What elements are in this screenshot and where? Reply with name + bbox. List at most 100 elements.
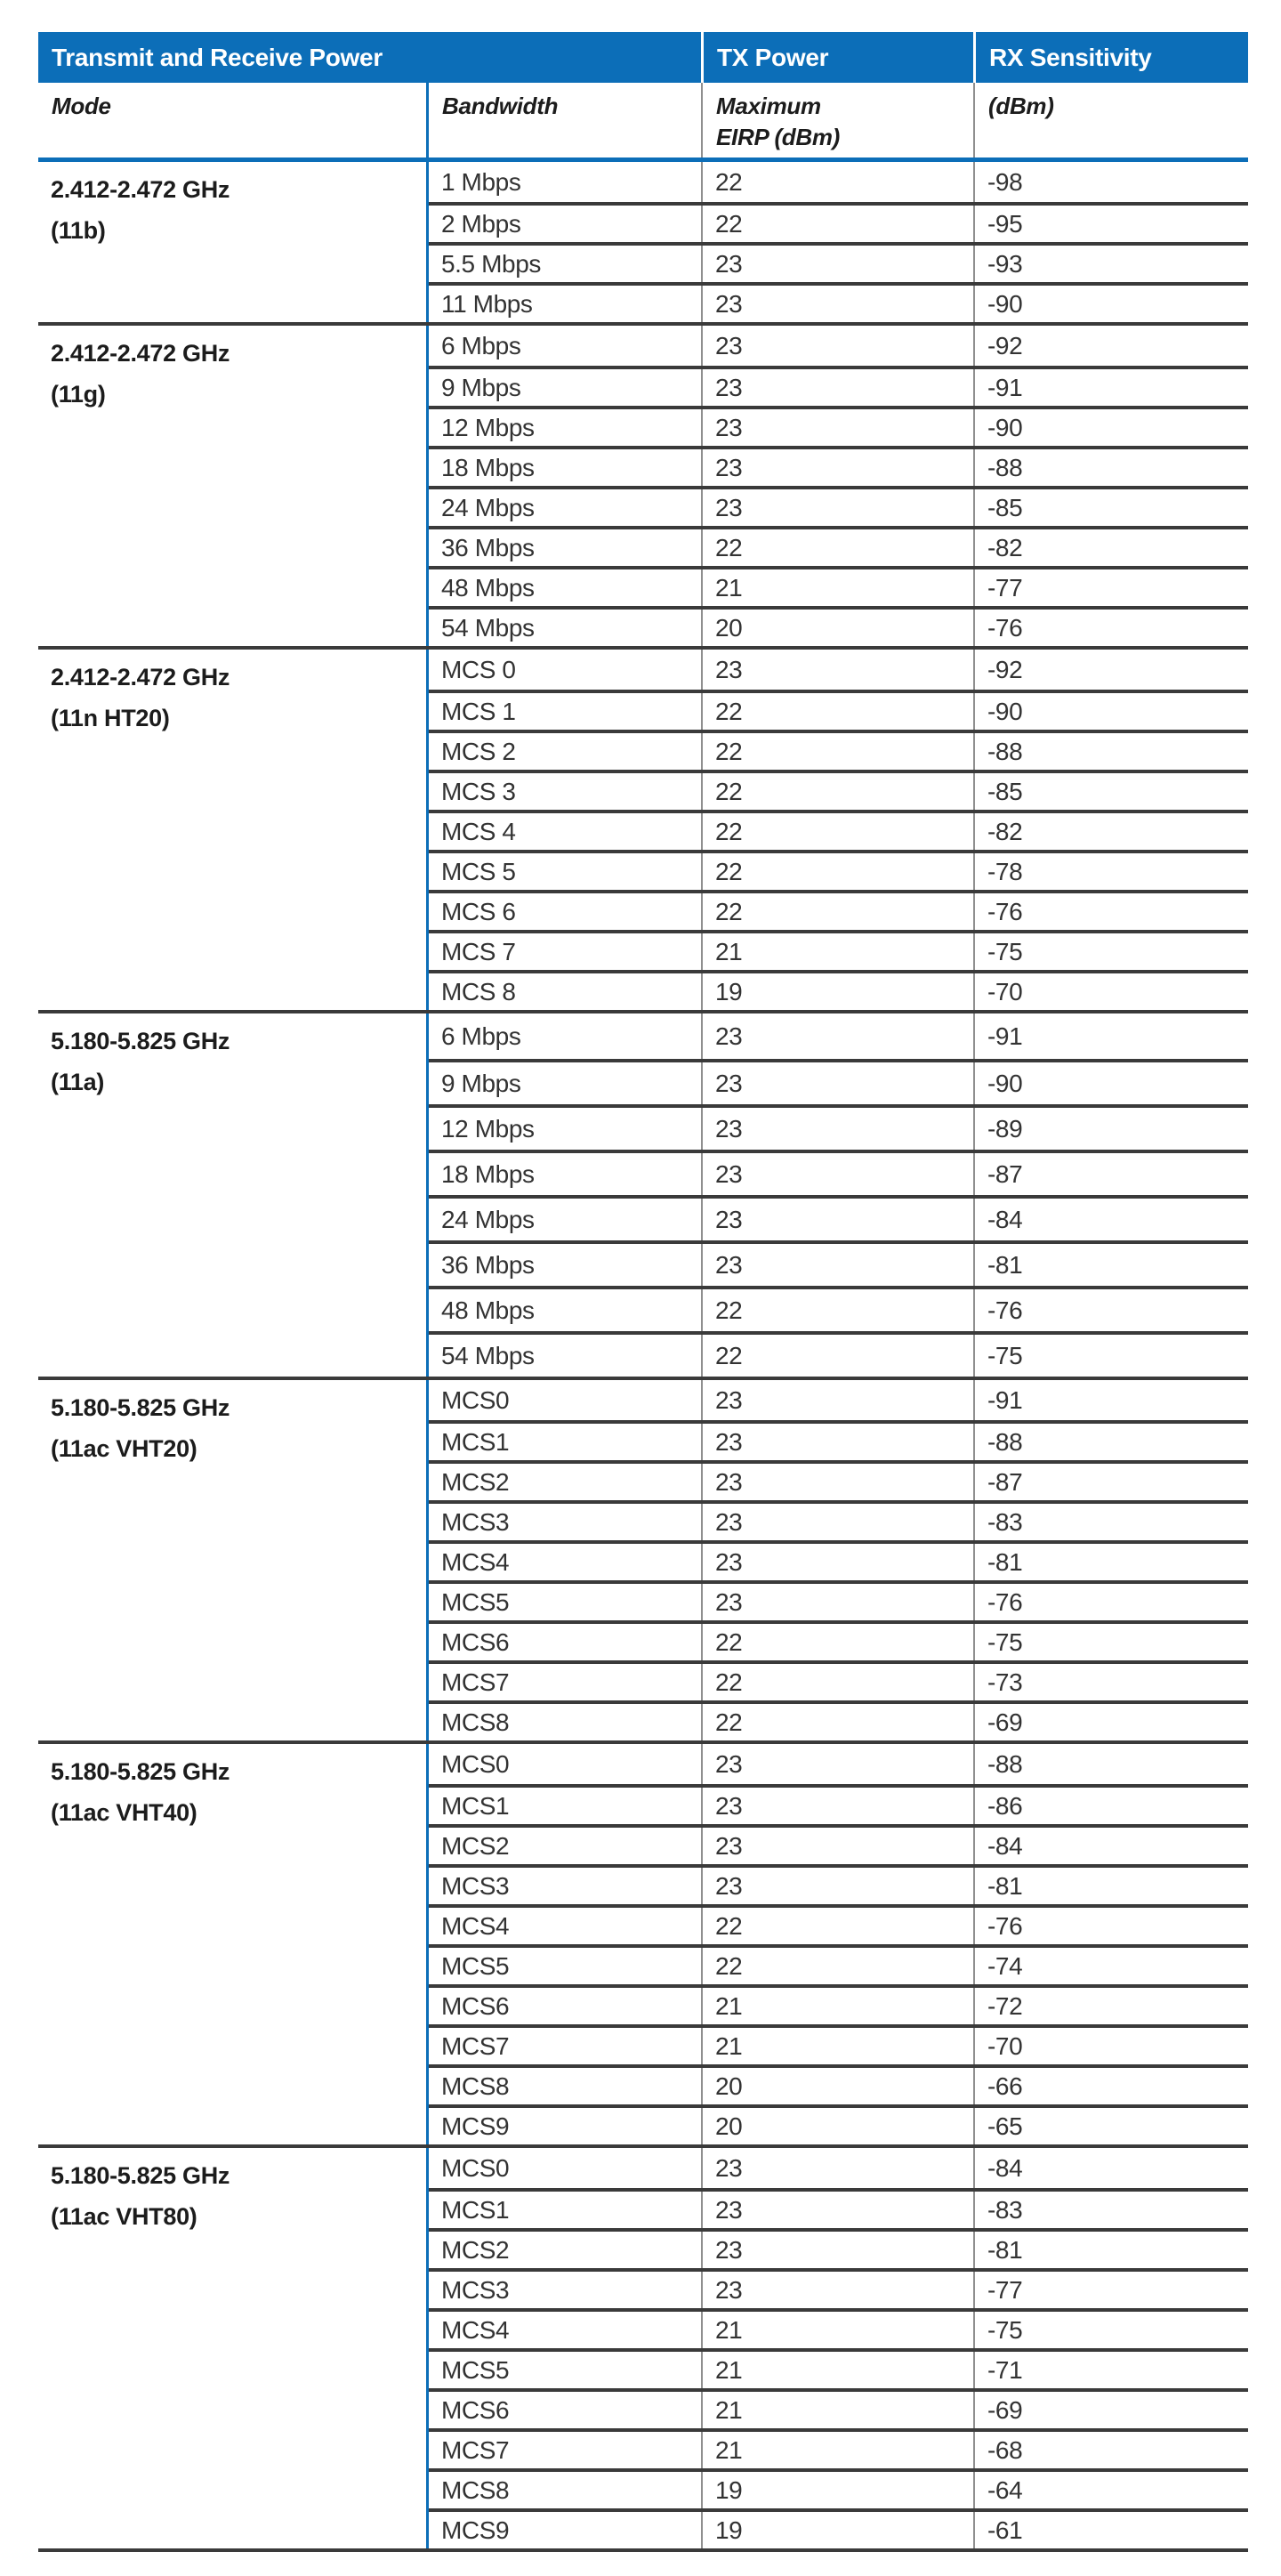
table-row: MCS 4 22 -82: [429, 810, 1248, 850]
tx-power-cell: 19: [701, 2512, 973, 2548]
table-row: MCS 2 22 -88: [429, 730, 1248, 770]
mode-group-4: 5.180-5.825 GHz (11a) 6 Mbps 23 -91 9 Mbps 23-…: [38, 1010, 1248, 1377]
rx-sensitivity-cell: -82: [973, 529, 1248, 566]
mode-frequency: 5.180-5.825 GHz: [51, 1028, 230, 1054]
tx-power-cell: 23: [701, 1380, 973, 1420]
bandwidth-cell: MCS6: [441, 1627, 510, 1656]
table-row: 24 Mbps 23 -85: [429, 486, 1248, 526]
bandwidth-cell: MCS 5: [441, 857, 516, 885]
table-row: MCS6 21 -69: [429, 2388, 1248, 2428]
rx-sensitivity-cell: -90: [973, 409, 1248, 446]
table-row: MCS2 23 -87: [429, 1460, 1248, 1500]
bandwidth-cell: MCS4: [441, 2315, 510, 2344]
rx-sensitivity-cell: -65: [973, 2108, 1248, 2144]
bandwidth-cell: 12 Mbps: [441, 1114, 535, 1143]
tx-power-cell: 21: [701, 2432, 973, 2468]
tx-power-cell: 22: [701, 1335, 973, 1377]
mode-cell: 2.412-2.472 GHz (11n HT20): [38, 650, 426, 1010]
rx-sensitivity-cell: -91: [973, 369, 1248, 406]
tx-power-cell: 23: [701, 2192, 973, 2228]
table-row: MCS5 21 -71: [429, 2348, 1248, 2388]
table-row: MCS8 19 -64: [429, 2468, 1248, 2508]
rx-sensitivity-cell: -75: [973, 1624, 1248, 1660]
bandwidth-cell: 9 Mbps: [441, 373, 521, 401]
tx-power-cell: 21: [701, 933, 973, 970]
bandwidth-cell: 54 Mbps: [441, 613, 535, 642]
rx-sensitivity-cell: -83: [973, 1504, 1248, 1540]
tx-power-cell: 23: [701, 1464, 973, 1500]
rx-dbm-column-header: (dBm): [973, 83, 1248, 157]
tx-power-cell: 21: [701, 2312, 973, 2348]
mode-group-2: 2.412-2.472 GHz (11g) 6 Mbps 23 -92 9 Mbps 23-…: [38, 322, 1248, 646]
mode-standard: (11ac VHT80): [51, 2203, 197, 2230]
table-row: 9 Mbps 23 -90: [429, 1059, 1248, 1104]
bandwidth-cell: MCS5: [441, 1587, 510, 1616]
rx-sensitivity-cell: -86: [973, 1788, 1248, 1824]
bandwidth-cell: MCS5: [441, 1951, 510, 1980]
table-row: 2 Mbps 22 -95: [429, 202, 1248, 242]
bandwidth-cell: 6 Mbps: [441, 331, 521, 359]
bandwidth-cell: MCS 3: [441, 777, 516, 805]
bandwidth-cell: 24 Mbps: [441, 493, 535, 521]
table-row: MCS 7 21 -75: [429, 930, 1248, 970]
table-row: MCS1 23 -83: [429, 2188, 1248, 2228]
table-row: MCS4 23 -81: [429, 1540, 1248, 1580]
mode-cell: 5.180-5.825 GHz (11ac VHT40): [38, 1744, 426, 2144]
table-row: MCS1 23 -86: [429, 1784, 1248, 1824]
mode-cell: 5.180-5.825 GHz (11ac VHT80): [38, 2148, 426, 2548]
table-row: MCS5 23 -76: [429, 1580, 1248, 1620]
rx-sensitivity-cell: -82: [973, 813, 1248, 850]
bandwidth-cell: MCS4: [441, 1911, 510, 1940]
bandwidth-cell: MCS2: [441, 1467, 510, 1496]
rx-sensitivity-cell: -93: [973, 246, 1248, 282]
rx-sensitivity-cell: -87: [973, 1464, 1248, 1500]
tx-power-cell: 22: [701, 1289, 973, 1331]
rx-sensitivity-cell: -75: [973, 933, 1248, 970]
rx-sensitivity-cell: -68: [973, 2432, 1248, 2468]
bandwidth-cell: MCS9: [441, 2515, 510, 2544]
table-row: 18 Mbps 23 -87: [429, 1150, 1248, 1195]
tx-power-cell: 21: [701, 1988, 973, 2024]
rx-sensitivity-cell: -90: [973, 1062, 1248, 1104]
bandwidth-cell: MCS6: [441, 1991, 510, 2020]
mode-standard: (11b): [51, 217, 106, 244]
rx-sensitivity-cell: -84: [973, 1199, 1248, 1240]
bandwidth-cell: 48 Mbps: [441, 1296, 535, 1324]
table-row: MCS6 21 -72: [429, 1984, 1248, 2024]
table-title: Transmit and Receive Power: [38, 32, 701, 83]
table-body: 2.412-2.472 GHz (11b) 1 Mbps 22 -98 2 Mbps 22-…: [38, 162, 1248, 2552]
tx-power-cell: 20: [701, 2108, 973, 2144]
table-header-row: Transmit and Receive Power TX Power RX S…: [38, 32, 1248, 83]
rx-sensitivity-cell: -92: [973, 326, 1248, 366]
rx-sensitivity-cell: -84: [973, 1828, 1248, 1864]
bandwidth-cell: 24 Mbps: [441, 1205, 535, 1233]
bandwidth-cell: MCS 1: [441, 697, 516, 725]
tx-power-cell: 21: [701, 2392, 973, 2428]
table-row: MCS6 22 -75: [429, 1620, 1248, 1660]
rx-sensitivity-cell: -88: [973, 1744, 1248, 1784]
tx-power-cell: 23: [701, 1153, 973, 1195]
bandwidth-cell: MCS 6: [441, 897, 516, 925]
group-rows: MCS0 23 -88 MCS1 23 -86 MCS2 23 -84 MCS3 23 -81 MCS4…: [426, 1744, 1248, 2144]
rx-sensitivity-cell: -92: [973, 650, 1248, 690]
bandwidth-cell: 18 Mbps: [441, 1159, 535, 1188]
table-row: MCS 3 22 -85: [429, 770, 1248, 810]
table-row: 6 Mbps 23 -91: [429, 1013, 1248, 1059]
table-row: MCS5 22 -74: [429, 1944, 1248, 1984]
table-row: 5.5 Mbps 23 -93: [429, 242, 1248, 282]
tx-power-cell: 22: [701, 1908, 973, 1944]
rx-sensitivity-cell: -81: [973, 1244, 1248, 1286]
rx-sensitivity-cell: -76: [973, 1289, 1248, 1331]
table-row: 24 Mbps 23 -84: [429, 1195, 1248, 1240]
tx-power-cell: 22: [701, 1664, 973, 1700]
rx-sensitivity-cell: -76: [973, 1584, 1248, 1620]
rx-sensitivity-cell: -91: [973, 1013, 1248, 1059]
table-row: MCS2 23 -84: [429, 1824, 1248, 1864]
table-row: 6 Mbps 23 -92: [429, 326, 1248, 366]
tx-power-cell: 23: [701, 2272, 973, 2308]
mode-frequency: 2.412-2.472 GHz: [51, 176, 230, 203]
bandwidth-column-header: Bandwidth: [426, 83, 701, 157]
rx-sensitivity-cell: -90: [973, 286, 1248, 322]
tx-power-cell: 23: [701, 1788, 973, 1824]
rx-sensitivity-cell: -75: [973, 2312, 1248, 2348]
